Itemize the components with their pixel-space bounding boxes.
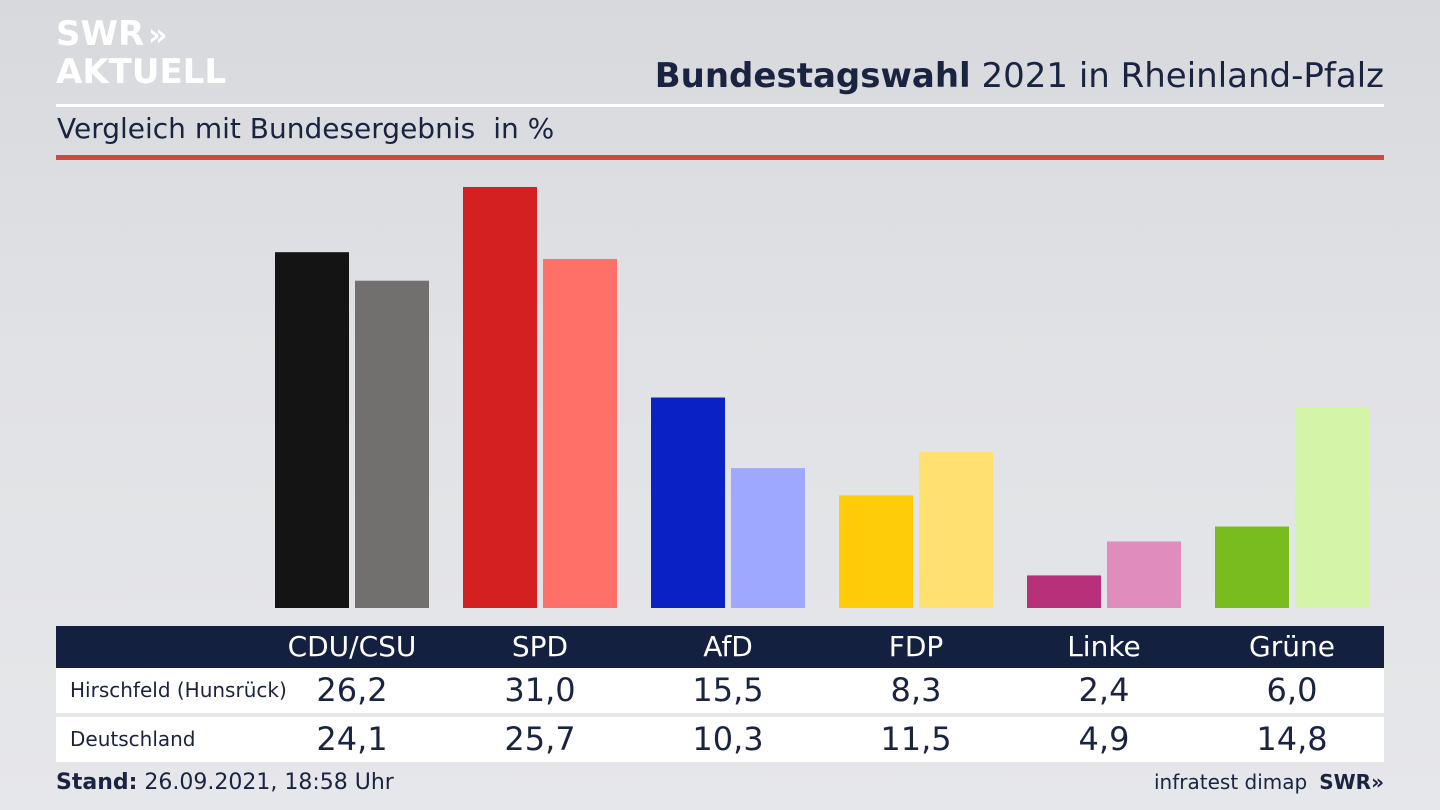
value-gr-ne-deutschland: 14,8 <box>1256 720 1328 758</box>
column-header-cdu-csu: CDU/CSU <box>287 630 417 663</box>
bar-spd-deutschland <box>543 258 617 608</box>
value-cdu-csu-deutschland: 24,1 <box>316 720 388 758</box>
value-gr-ne-hirschfeld: 6,0 <box>1266 671 1318 709</box>
title-rest: 2021 in Rheinland-Pfalz <box>970 56 1384 96</box>
source-credit: infratest dimap SWR» <box>1154 770 1384 794</box>
swr-aktuell-logo: SWR» AKTUELL <box>56 16 226 90</box>
value-linke-deutschland: 4,9 <box>1078 720 1130 758</box>
value-afd-hirschfeld: 15,5 <box>692 671 764 709</box>
stand-value: 26.09.2021, 18:58 Uhr <box>137 770 394 795</box>
value-fdp-hirschfeld: 8,3 <box>890 671 942 709</box>
bar-linke-deutschland <box>1107 541 1181 608</box>
column-header-spd: SPD <box>511 630 569 663</box>
value-afd-deutschland: 10,3 <box>692 720 764 758</box>
column-header-afd: AfD <box>703 630 753 663</box>
results-table: CDU/CSU SPD AfD FDP Linke Grüne Hirschfeld (H… <box>56 626 1384 762</box>
bar-cdu-csu-deutschland <box>355 280 429 608</box>
bar-cdu-csu-hirschfeld <box>275 252 349 608</box>
stand-label: Stand: <box>56 770 138 795</box>
table-header-row: CDU/CSU SPD AfD FDP Linke Grüne <box>56 626 1384 668</box>
value-linke-hirschfeld: 2,4 <box>1078 671 1130 709</box>
bar-fdp-hirschfeld <box>839 495 913 608</box>
value-fdp-deutschland: 11,5 <box>880 720 952 758</box>
bar-fdp-deutschland <box>919 451 993 608</box>
logo-text-swr: SWR <box>56 14 145 54</box>
bar-spd-hirschfeld <box>463 187 537 608</box>
bar-afd-hirschfeld <box>651 397 725 608</box>
table-row-deutschland: Deutschland 24,1 25,7 10,3 11,5 4,9 14,8 <box>56 717 1384 762</box>
column-header-fdp: FDP <box>888 630 944 663</box>
accent-divider <box>56 155 1384 160</box>
footer-swr-logo: SWR» <box>1319 770 1384 794</box>
subtitle-text: Vergleich mit Bundesergebnis <box>57 112 476 145</box>
value-cdu-csu-hirschfeld: 26,2 <box>316 671 388 709</box>
value-spd-hirschfeld: 31,0 <box>504 671 576 709</box>
bar-chart <box>275 187 1369 608</box>
subtitle-unit: in % <box>493 112 555 145</box>
bar-gr-ne-hirschfeld <box>1215 526 1289 608</box>
row-label-deutschland: Deutschland <box>70 727 196 751</box>
bar-gr-ne-deutschland <box>1295 407 1369 608</box>
chart-subtitle: Vergleich mit Bundesergebnis in % <box>57 112 554 145</box>
column-header-gr-ne: Grüne <box>1249 630 1335 663</box>
bar-linke-hirschfeld <box>1027 575 1101 608</box>
source-text: infratest dimap <box>1154 770 1308 794</box>
row-label-hirschfeld: Hirschfeld (Hunsrück) <box>70 678 287 702</box>
column-header-linke: Linke <box>1067 630 1141 663</box>
value-spd-deutschland: 25,7 <box>504 720 576 758</box>
page-title: Bundestagswahl 2021 in Rheinland-Pfalz <box>655 56 1384 96</box>
logo-text-aktuell: AKTUELL <box>56 52 227 92</box>
title-bold: Bundestagswahl <box>654 56 971 96</box>
title-divider <box>56 104 1384 107</box>
table-row-hirschfeld: Hirschfeld (Hunsrück) 26,2 31,0 15,5 8,3 2,4… <box>56 668 1384 713</box>
bar-afd-deutschland <box>731 468 805 608</box>
timestamp: Stand: 26.09.2021, 18:58 Uhr <box>56 770 394 795</box>
